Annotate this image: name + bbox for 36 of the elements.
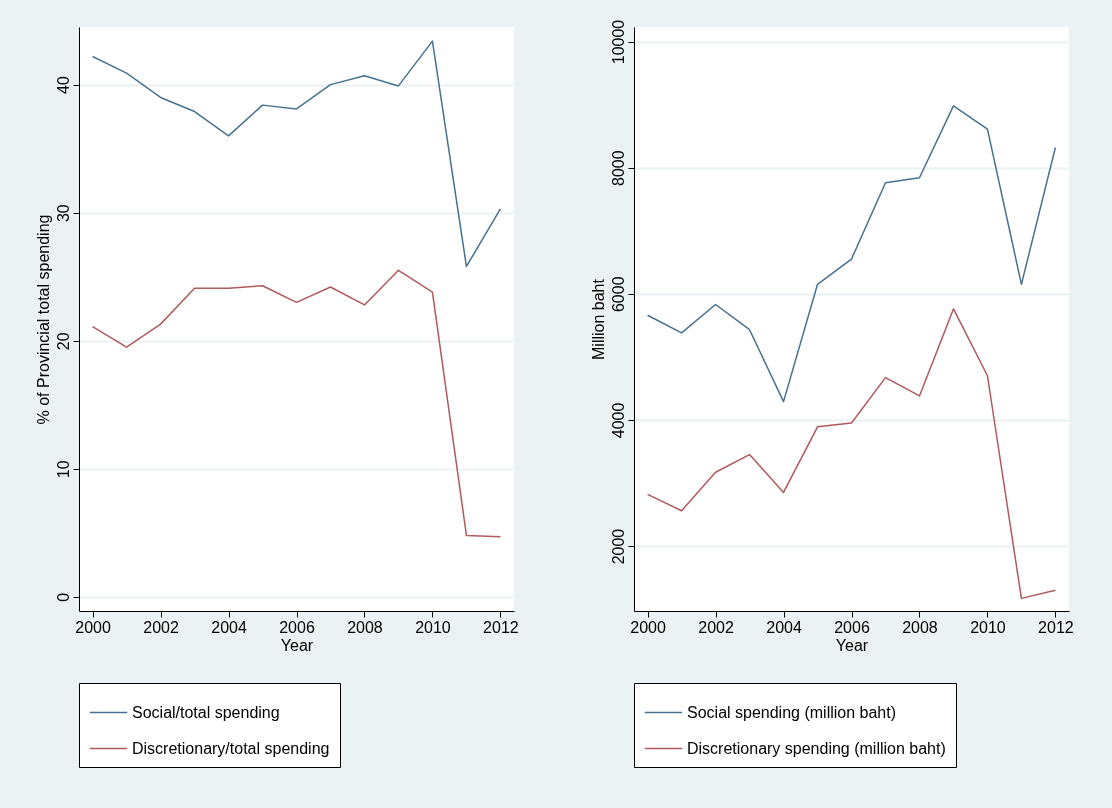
legend-label: Social/total spending <box>132 703 280 721</box>
line-series <box>91 40 502 268</box>
y-axis-title: Million baht <box>589 278 607 360</box>
x-tick-label: 2010 <box>970 618 1006 636</box>
x-tick-label: 2002 <box>698 618 734 636</box>
x-tick-label: 2002 <box>143 618 179 636</box>
y-tick-label: 20 <box>54 332 72 351</box>
y-tick-label: 6000 <box>609 276 627 313</box>
y-tick-label: 30 <box>54 204 72 223</box>
x-tick-label: 2000 <box>75 618 111 636</box>
y-tick-label: 2000 <box>609 528 627 565</box>
x-tick-label: 2010 <box>415 618 451 636</box>
y-tick-label: 4000 <box>609 402 627 439</box>
legend-label: Social spending (million baht) <box>687 703 896 721</box>
x-axis-title: Year <box>835 636 869 654</box>
line-series <box>646 308 1057 600</box>
x-axis-title: Year <box>280 636 314 654</box>
line-series <box>91 269 502 538</box>
y-tick-label: 10000 <box>609 19 627 65</box>
x-tick-label: 2012 <box>1038 618 1074 636</box>
x-tick-label: 2012 <box>483 618 519 636</box>
x-tick-label: 2008 <box>902 618 938 636</box>
y-tick-label: 0 <box>54 592 72 602</box>
y-tick-label: 40 <box>54 76 72 95</box>
line-series <box>646 105 1057 403</box>
x-tick-label: 2004 <box>211 618 247 636</box>
x-tick-label: 2008 <box>347 618 383 636</box>
y-tick-label: 8000 <box>609 150 627 186</box>
y-tick-label: 10 <box>54 460 72 479</box>
x-tick-label: 2000 <box>630 618 666 636</box>
legend-label: Discretionary spending (million baht) <box>687 739 946 757</box>
legend-label: Discretionary/total spending <box>132 739 330 757</box>
x-tick-label: 2004 <box>766 618 802 636</box>
y-axis-title: % of Provincial total spending <box>34 214 52 425</box>
x-tick-label: 2006 <box>279 618 315 636</box>
x-tick-label: 2006 <box>834 618 870 636</box>
